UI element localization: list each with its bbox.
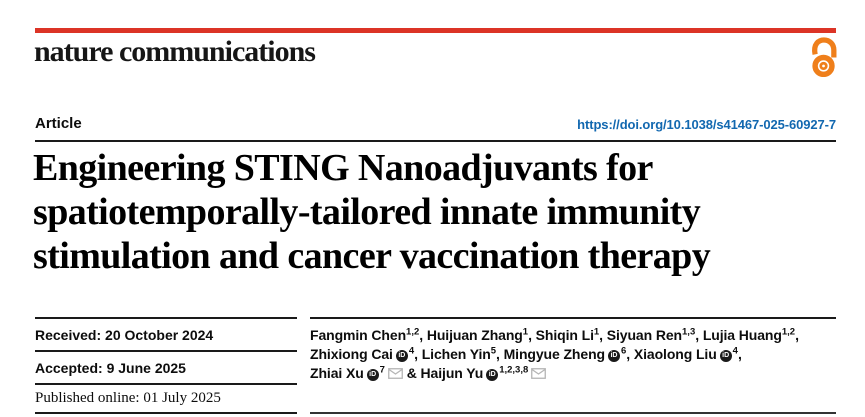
author-affiliation-superscript: 6 xyxy=(620,345,627,357)
orcid-icon[interactable]: iD xyxy=(486,369,499,381)
author-name: Mingyue Zheng xyxy=(503,346,605,362)
title-line-3: stimulation and cancer vaccination thera… xyxy=(33,235,711,277)
journal-wordmark: nature communications xyxy=(34,35,316,68)
page-title: Engineering STING Nanoadjuvants for spati… xyxy=(33,146,845,278)
orcid-icon[interactable]: iD xyxy=(395,350,408,362)
author-line-3: Zhiai Xu iD 7 & Haijun Yu iD 1,2,3,8 xyxy=(310,364,836,384)
author-separator: , xyxy=(419,327,427,343)
article-history: Received: 20 October 2024 Accepted: 9 Ju… xyxy=(35,317,297,414)
author-affiliation-superscript: 1,2 xyxy=(781,326,796,338)
author-affiliation-superscript: 5 xyxy=(490,345,497,357)
accepted-date: Accepted: 9 June 2025 xyxy=(35,352,297,385)
author-entry: Mingyue Zheng iD 6, xyxy=(504,346,634,362)
author-separator: , xyxy=(496,346,504,362)
author-affiliation-superscript: 4 xyxy=(732,345,738,357)
author-affiliation-superscript: 1,2 xyxy=(406,326,420,338)
author-line-1: Fangmin Chen1,2, Huijuan Zhang1, Shiqin … xyxy=(310,326,836,345)
author-name: Fangmin Chen xyxy=(310,327,407,343)
published-date: Published online: 01 July 2025 xyxy=(35,385,297,414)
orcid-icon[interactable]: iD xyxy=(607,350,620,362)
email-icon[interactable] xyxy=(531,365,547,384)
received-date: Received: 20 October 2024 xyxy=(35,319,297,352)
author-entry: Huijuan Zhang1, xyxy=(427,327,536,343)
author-affiliation-superscript: 1 xyxy=(522,326,529,338)
author-affiliation-superscript: 1,2,3,8 xyxy=(499,364,529,376)
author-name: Shiqin Li xyxy=(535,327,594,343)
masthead-rule xyxy=(35,28,836,33)
open-access-icon[interactable] xyxy=(809,37,837,82)
author-name: Zhixiong Cai xyxy=(310,346,393,362)
author-name: Zhiai Xu xyxy=(310,365,364,381)
author-entry: Zhiai Xu iD 7 & xyxy=(310,365,421,381)
author-entry: Shiqin Li1, xyxy=(536,327,607,343)
title-line-1: Engineering STING Nanoadjuvants for xyxy=(33,147,653,189)
author-line-2: Zhixiong Cai iD 4, Lichen Yin5, Mingyue Zh… xyxy=(310,345,836,364)
author-entry: Xiaolong Liu iD 4, xyxy=(634,346,742,362)
author-name: Huijuan Zhang xyxy=(426,327,523,343)
author-name: Xiaolong Liu xyxy=(633,346,717,362)
email-icon[interactable] xyxy=(388,365,403,384)
author-affiliation-superscript: 1,3 xyxy=(682,326,696,338)
author-entry: Fangmin Chen1,2, xyxy=(310,327,427,343)
author-separator: & xyxy=(402,365,421,381)
orcid-icon[interactable]: iD xyxy=(719,350,732,362)
author-entry: Lichen Yin5, xyxy=(422,346,504,362)
author-separator: , xyxy=(695,327,703,343)
article-type-label: Article xyxy=(35,115,82,132)
author-entry: Zhixiong Cai iD 4, xyxy=(310,346,422,362)
doi-link[interactable]: https://doi.org/10.1038/s41467-025-60927… xyxy=(577,117,836,132)
title-line-2: spatiotemporally-tailored innate immunit… xyxy=(33,191,701,233)
author-affiliation-superscript: 4 xyxy=(408,345,415,357)
author-entry: Lujia Huang1,2, xyxy=(703,327,799,343)
author-name: Siyuan Ren xyxy=(606,327,683,343)
orcid-icon[interactable]: iD xyxy=(366,369,379,381)
author-separator: , xyxy=(528,327,536,343)
author-entry: Siyuan Ren1,3, xyxy=(607,327,703,343)
author-name: Lichen Yin xyxy=(421,346,491,362)
author-name: Lujia Huang xyxy=(702,327,782,343)
author-name: Haijun Yu xyxy=(420,365,484,381)
author-affiliation-superscript: 1 xyxy=(593,326,600,338)
author-affiliation-superscript: 7 xyxy=(379,364,385,376)
author-separator: , xyxy=(737,346,742,362)
author-separator: , xyxy=(626,346,634,362)
author-separator: , xyxy=(795,327,799,343)
author-separator: , xyxy=(599,327,607,343)
author-entry: Haijun Yu iD 1,2,3,8 xyxy=(421,365,547,381)
author-separator: , xyxy=(414,346,422,362)
header-divider xyxy=(35,140,836,142)
author-list: Fangmin Chen1,2, Huijuan Zhang1, Shiqin … xyxy=(310,317,836,414)
